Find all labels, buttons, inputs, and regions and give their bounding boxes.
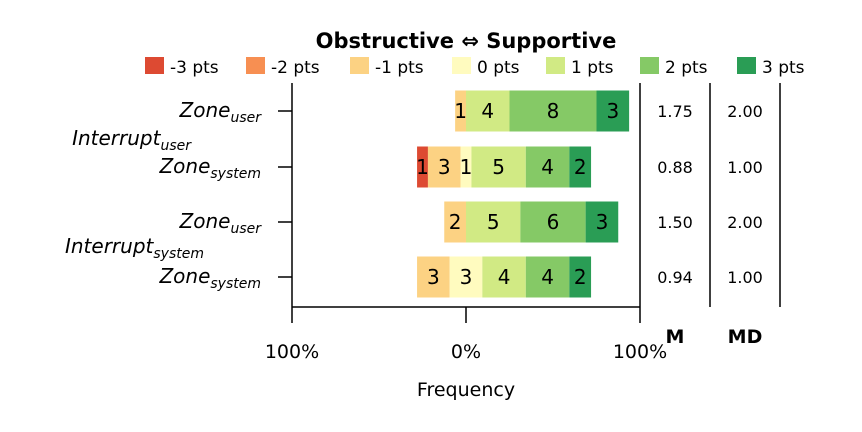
bar-segment-label: 1 (454, 99, 467, 123)
group-label: Interruptsystem (65, 234, 204, 262)
legend-swatch (452, 57, 471, 74)
group-label: Interruptuser (72, 126, 192, 154)
y-tick-label: Zonesystem (158, 264, 261, 292)
plot-area: 1 4 8 31 3 1 5 4 22 5 6 33 3 4 4 2 (291, 83, 641, 308)
mean-value: 1.50 (657, 213, 693, 232)
legend: -3 pts -2 pts -1 pts 0 pts 1 pts 2 pts 3 pts (145, 57, 805, 78)
bar-segment (482, 256, 526, 298)
chart-title: Obstructive ⇔ Supportive (316, 29, 617, 53)
y-tick-label: Zoneuser (179, 209, 263, 237)
bar-segment (520, 201, 586, 243)
bar-segment-label: 1 (416, 155, 429, 179)
median-value: 2.00 (727, 213, 763, 232)
bar-segment-label: 3 (438, 155, 451, 179)
median-value: 1.00 (727, 268, 763, 287)
mean-value: 0.94 (657, 268, 693, 287)
stats-table: 1.75 2.00 0.88 1.00 1.50 2.00 0.94 1.00 M MD (657, 83, 781, 348)
bar-segment-label: 3 (460, 265, 473, 289)
mean-value: 1.75 (657, 102, 693, 121)
legend-swatch (350, 57, 369, 74)
y-tick-label: Zoneuser (179, 98, 263, 126)
y-axis: ZoneuserZonesystemZoneuserZonesystemInte… (65, 98, 292, 292)
legend-label: 2 pts (665, 58, 708, 78)
legend-label: -3 pts (170, 58, 219, 78)
legend-label: 1 pts (571, 58, 614, 78)
legend-swatch (546, 57, 565, 74)
bar-segment (466, 90, 510, 132)
mean-header: M (666, 326, 685, 348)
bar-segment-label: 5 (492, 155, 505, 179)
x-axis: 100% 0% 100% (265, 307, 667, 363)
legend-swatch (640, 57, 659, 74)
bar-segment-label: 4 (541, 155, 554, 179)
legend-label: 3 pts (762, 58, 805, 78)
legend-swatch (737, 57, 756, 74)
bar-segment (417, 146, 428, 188)
bar-segment-label: 8 (547, 99, 560, 123)
bar-segment-label: 2 (574, 265, 587, 289)
bar-segment (525, 256, 570, 298)
median-value: 2.00 (727, 102, 763, 121)
bar-segment (525, 146, 570, 188)
bar-segment-label: 3 (606, 99, 619, 123)
bar-segment-label: 4 (498, 265, 511, 289)
bar-segment (455, 90, 466, 132)
bar-segment-label: 5 (487, 210, 500, 234)
bar-segment (569, 146, 592, 188)
bar-segment (509, 90, 597, 132)
bar-segment (427, 146, 461, 188)
bar-segment (460, 146, 472, 188)
bar-segment-label: 4 (541, 265, 554, 289)
bar-segment (471, 146, 526, 188)
x-axis-label: Frequency (417, 379, 515, 401)
x-tick-label: 100% (613, 341, 667, 363)
median-value: 1.00 (727, 158, 763, 177)
bar-segment-label: 3 (427, 265, 440, 289)
bar-segment-label: 6 (547, 210, 560, 234)
y-tick-label: Zonesystem (158, 154, 261, 182)
legend-label: -1 pts (375, 58, 424, 78)
x-tick-label: 0% (451, 341, 481, 363)
bar-segment (466, 201, 521, 243)
bar-segment-label: 1 (460, 155, 473, 179)
bar-segment (444, 201, 466, 243)
bar-segment-label: 2 (574, 155, 587, 179)
legend-label: -2 pts (271, 58, 320, 78)
bar-segment-label: 4 (481, 99, 494, 123)
bar-segment (596, 90, 630, 132)
bar-segment (585, 201, 619, 243)
mean-value: 0.88 (657, 158, 693, 177)
bar-segment (449, 256, 483, 298)
bar-segment (417, 256, 450, 298)
x-tick-label: 100% (265, 341, 319, 363)
bar-segment-label: 3 (596, 210, 609, 234)
bar-segment-label: 2 (449, 210, 462, 234)
legend-label: 0 pts (477, 58, 520, 78)
legend-swatch (145, 57, 164, 74)
legend-swatch (246, 57, 265, 74)
median-header: MD (728, 326, 763, 348)
bar-segment (569, 256, 592, 298)
